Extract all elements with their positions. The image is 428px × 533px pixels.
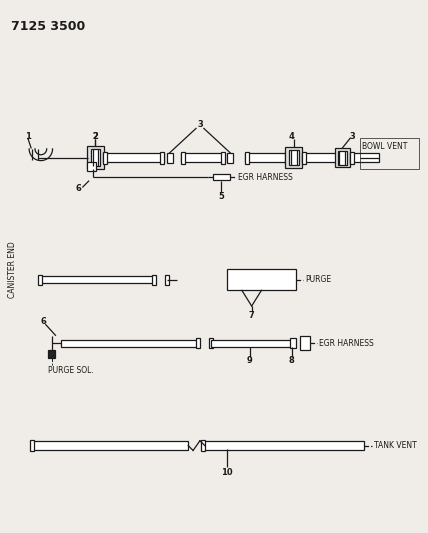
Text: 3: 3 <box>349 132 355 141</box>
Text: 2: 2 <box>92 132 98 141</box>
Bar <box>338 151 347 165</box>
Bar <box>38 275 42 285</box>
Bar <box>213 174 230 180</box>
Bar <box>181 154 225 162</box>
Bar <box>48 350 56 358</box>
Text: 6: 6 <box>41 317 47 326</box>
Bar <box>289 150 298 165</box>
Text: 4: 4 <box>289 132 294 141</box>
Bar <box>350 154 378 162</box>
Bar <box>211 340 291 346</box>
Bar <box>32 441 188 450</box>
Bar <box>30 440 34 451</box>
Text: 8: 8 <box>289 356 294 365</box>
Bar <box>40 276 154 283</box>
Bar <box>303 154 339 162</box>
Text: PURGE: PURGE <box>305 275 331 284</box>
Text: 6: 6 <box>76 184 82 193</box>
Bar <box>160 152 164 164</box>
Bar <box>245 154 289 162</box>
Text: 3: 3 <box>197 120 203 129</box>
Bar <box>221 152 225 164</box>
Bar <box>61 340 198 346</box>
Bar <box>285 147 303 168</box>
Text: 10: 10 <box>221 469 233 478</box>
Bar <box>103 154 164 162</box>
Text: 2: 2 <box>92 132 98 141</box>
Bar <box>350 152 354 164</box>
Bar <box>103 152 107 164</box>
Bar <box>336 152 339 164</box>
Bar <box>285 152 289 164</box>
Text: EGR HARNESS: EGR HARNESS <box>238 173 293 182</box>
Bar <box>91 149 101 166</box>
Bar <box>290 338 296 348</box>
Text: 1: 1 <box>25 132 31 141</box>
Text: EGR HARNESS: EGR HARNESS <box>319 338 374 348</box>
Bar <box>245 152 249 164</box>
Bar <box>87 146 104 169</box>
Bar <box>335 148 350 167</box>
Bar <box>196 338 200 348</box>
Bar <box>209 338 213 348</box>
Bar <box>227 269 296 290</box>
Bar <box>152 275 156 285</box>
Bar <box>300 336 310 350</box>
Bar <box>201 440 205 451</box>
Text: PURGE SOL.: PURGE SOL. <box>48 366 93 375</box>
Bar <box>303 152 306 164</box>
Bar <box>360 138 419 169</box>
Text: CANISTER END: CANISTER END <box>8 241 17 298</box>
Text: TANK VENT: TANK VENT <box>374 441 416 450</box>
Bar <box>87 161 96 171</box>
Bar <box>181 152 185 164</box>
Bar <box>203 441 364 450</box>
Bar <box>165 275 169 285</box>
Text: 5: 5 <box>218 192 224 201</box>
Bar <box>167 153 172 163</box>
Text: BOWL VENT: BOWL VENT <box>362 142 407 151</box>
Text: 7: 7 <box>249 311 255 320</box>
Text: 7125 3500: 7125 3500 <box>11 20 85 33</box>
Text: 9: 9 <box>247 356 253 365</box>
Bar <box>227 153 233 163</box>
